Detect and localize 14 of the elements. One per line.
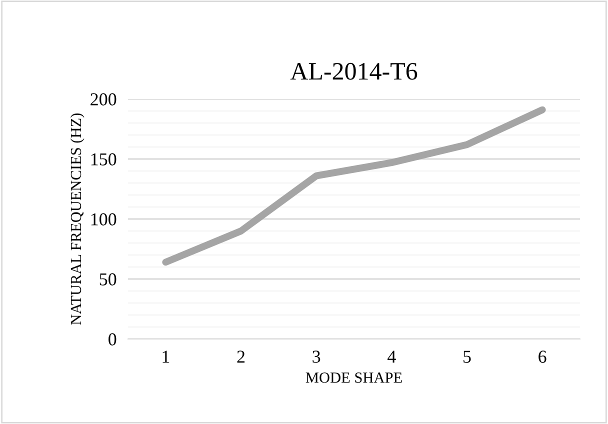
y-axis-title: NATURAL FREQUENCIES (HZ) — [70, 113, 84, 325]
x-tick-label: 6 — [538, 350, 546, 363]
x-tick-label: 3 — [312, 350, 320, 363]
y-tick-label: 200 — [90, 93, 116, 106]
x-axis-title: MODE SHAPE — [306, 372, 402, 383]
x-tick-label: 4 — [388, 350, 396, 363]
chart-title: AL-2014-T6 — [290, 62, 418, 80]
y-tick-label: 100 — [91, 213, 116, 226]
y-tick-label: 150 — [91, 153, 116, 166]
y-tick-label: 50 — [100, 273, 116, 286]
x-tick-label: 2 — [237, 350, 245, 363]
y-tick-label: 0 — [108, 333, 116, 346]
x-tick-label: 5 — [464, 350, 471, 363]
x-tick-label: 1 — [162, 350, 170, 363]
